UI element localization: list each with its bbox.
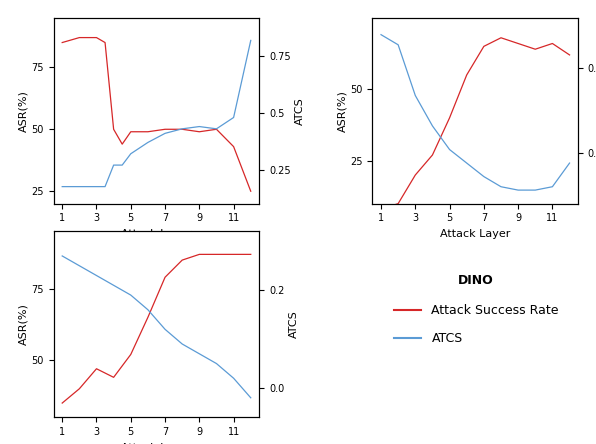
Y-axis label: ASR(%): ASR(%) bbox=[337, 90, 347, 131]
X-axis label: Attack Layer: Attack Layer bbox=[122, 443, 192, 444]
Y-axis label: ATCS: ATCS bbox=[288, 310, 299, 338]
Text: DINO: DINO bbox=[457, 274, 493, 287]
Y-axis label: ATCS: ATCS bbox=[295, 97, 305, 125]
X-axis label: Attack Layer: Attack Layer bbox=[440, 229, 510, 239]
Y-axis label: ASR(%): ASR(%) bbox=[18, 304, 29, 345]
Legend: Attack Success Rate, ATCS: Attack Success Rate, ATCS bbox=[389, 299, 564, 350]
Y-axis label: ASR(%): ASR(%) bbox=[18, 90, 29, 131]
X-axis label: Attack Layer: Attack Layer bbox=[122, 229, 192, 239]
Text: MAE: MAE bbox=[141, 274, 172, 287]
